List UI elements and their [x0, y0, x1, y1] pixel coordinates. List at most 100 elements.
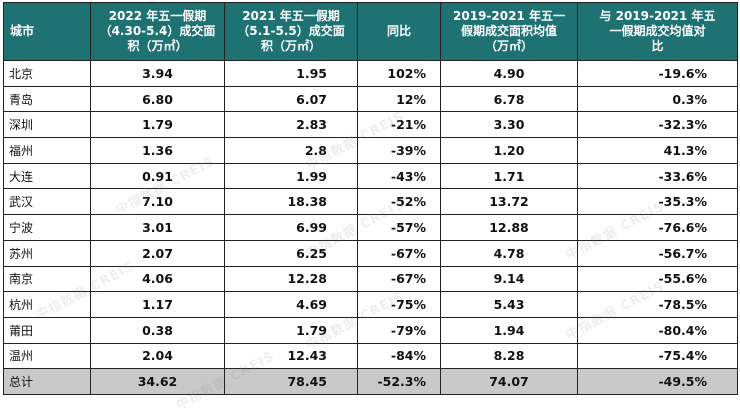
header-avg-line1: 2019-2021 年五一 [453, 9, 565, 23]
header-avg: 2019-2021 年五一 假期成交面积均值 （万㎡） [440, 2, 578, 61]
cell-yoy: 12% [357, 85, 441, 113]
cell-vs-avg: -80.4% [577, 316, 738, 344]
cell-2022: 1.17 [90, 291, 225, 318]
cell-2021: 18.38 [224, 188, 358, 216]
cell-avg: 13.72 [440, 188, 578, 216]
cell-2021: 12.28 [224, 265, 358, 293]
cell-avg: 1.94 [440, 316, 578, 344]
cell-city: 青岛 [3, 85, 91, 113]
cell-yoy: 102% [357, 60, 441, 87]
cell-city: 宁波 [3, 214, 91, 241]
header-avg-line3: （万㎡） [484, 39, 533, 53]
cell-yoy: -84% [357, 342, 441, 370]
cell-avg: 6.78 [440, 85, 578, 113]
header-row: 城市 2022 年五一假期 （4.30-5.4）成交面 积（万㎡） 2021 年… [3, 2, 738, 61]
cell-city: 苏州 [3, 239, 91, 267]
cell-2021: 12.43 [224, 342, 358, 370]
cell-city: 福州 [3, 137, 91, 164]
cell-yoy: -67% [357, 239, 441, 267]
cell-avg: 1.20 [440, 137, 578, 164]
header-2021: 2021 年五一假期 （5.1-5.5）成交面 积（万㎡） [224, 2, 358, 61]
header-city: 城市 [3, 2, 91, 61]
header-vs-avg: 与 2019-2021 年五 一假期成交均值对 比 [577, 2, 738, 61]
cell-yoy: -52% [357, 188, 441, 216]
total-row: 总计 34.62 78.45 -52.3% 74.07 -49.5% [3, 368, 738, 395]
total-avg: 74.07 [440, 368, 578, 395]
cell-city: 北京 [3, 60, 91, 87]
cell-2021: 1.99 [224, 162, 358, 190]
cell-vs-avg: -32.3% [577, 111, 738, 139]
header-2021-line3: 积（万㎡） [260, 39, 321, 53]
header-vs-avg-line2: 一假期成交均值对 [609, 24, 706, 38]
total-label: 总计 [3, 368, 91, 395]
sales-area-table: 城市 2022 年五一假期 （4.30-5.4）成交面 积（万㎡） 2021 年… [3, 2, 738, 395]
table-row: 宁波 3.01 6.99 -57% 12.88 -76.6% [3, 214, 738, 241]
cell-vs-avg: -76.6% [577, 214, 738, 241]
header-2022-line3: 积（万㎡） [127, 39, 188, 53]
table-row: 深圳 1.79 2.83 -21% 3.30 -32.3% [3, 111, 738, 139]
cell-yoy: -79% [357, 316, 441, 344]
table-row: 南京 4.06 12.28 -67% 9.14 -55.6% [3, 265, 738, 293]
cell-vs-avg: -35.3% [577, 188, 738, 216]
table-row: 杭州 1.17 4.69 -75% 5.43 -78.5% [3, 291, 738, 318]
cell-yoy: -43% [357, 162, 441, 190]
cell-city: 大连 [3, 162, 91, 190]
cell-city: 南京 [3, 265, 91, 293]
cell-avg: 3.30 [440, 111, 578, 139]
cell-vs-avg: -55.6% [577, 265, 738, 293]
header-vs-avg-line1: 与 2019-2021 年五 [599, 9, 716, 23]
total-2022: 34.62 [90, 368, 225, 395]
header-avg-line2: 假期成交面积均值 [460, 24, 557, 38]
cell-avg: 4.90 [440, 60, 578, 87]
header-yoy: 同比 [357, 2, 441, 61]
total-vs-avg: -49.5% [577, 368, 738, 395]
header-vs-avg-line3: 比 [651, 39, 664, 53]
cell-2022: 3.94 [90, 60, 225, 87]
cell-2021: 2.8 [224, 137, 358, 164]
cell-yoy: -57% [357, 214, 441, 241]
cell-vs-avg: -33.6% [577, 162, 738, 190]
table-row: 温州 2.04 12.43 -84% 8.28 -75.4% [3, 342, 738, 370]
cell-2022: 3.01 [90, 214, 225, 241]
cell-avg: 4.78 [440, 239, 578, 267]
cell-avg: 5.43 [440, 291, 578, 318]
cell-2021: 6.25 [224, 239, 358, 267]
cell-city: 温州 [3, 342, 91, 370]
table-row: 北京 3.94 1.95 102% 4.90 -19.6% [3, 60, 738, 87]
header-2021-line2: （5.1-5.5）成交面 [237, 24, 345, 38]
cell-2022: 7.10 [90, 188, 225, 216]
table-row: 苏州 2.07 6.25 -67% 4.78 -56.7% [3, 239, 738, 267]
cell-yoy: -75% [357, 291, 441, 318]
data-table-container: 城市 2022 年五一假期 （4.30-5.4）成交面 积（万㎡） 2021 年… [3, 2, 738, 395]
cell-city: 杭州 [3, 291, 91, 318]
cell-vs-avg: -19.6% [577, 60, 738, 87]
header-2022-line1: 2022 年五一假期 [108, 9, 207, 23]
cell-2022: 2.07 [90, 239, 225, 267]
cell-2022: 2.04 [90, 342, 225, 370]
cell-2022: 1.36 [90, 137, 225, 164]
cell-vs-avg: -56.7% [577, 239, 738, 267]
cell-2021: 4.69 [224, 291, 358, 318]
total-2021: 78.45 [224, 368, 358, 395]
cell-avg: 9.14 [440, 265, 578, 293]
cell-city: 莆田 [3, 316, 91, 344]
table-row: 福州 1.36 2.8 -39% 1.20 41.3% [3, 137, 738, 164]
total-yoy: -52.3% [357, 368, 441, 395]
cell-2021: 1.95 [224, 60, 358, 87]
cell-2022: 1.79 [90, 111, 225, 139]
cell-yoy: -39% [357, 137, 441, 164]
cell-2022: 4.06 [90, 265, 225, 293]
cell-vs-avg: -75.4% [577, 342, 738, 370]
cell-2021: 6.07 [224, 85, 358, 113]
cell-vs-avg: 41.3% [577, 137, 738, 164]
table-row: 武汉 7.10 18.38 -52% 13.72 -35.3% [3, 188, 738, 216]
cell-avg: 12.88 [440, 214, 578, 241]
cell-vs-avg: 0.3% [577, 85, 738, 113]
cell-2021: 1.79 [224, 316, 358, 344]
cell-yoy: -67% [357, 265, 441, 293]
cell-2022: 0.91 [90, 162, 225, 190]
table-row: 大连 0.91 1.99 -43% 1.71 -33.6% [3, 162, 738, 190]
cell-yoy: -21% [357, 111, 441, 139]
cell-city: 深圳 [3, 111, 91, 139]
header-2022-line2: （4.30-5.4）成交面 [99, 24, 216, 38]
